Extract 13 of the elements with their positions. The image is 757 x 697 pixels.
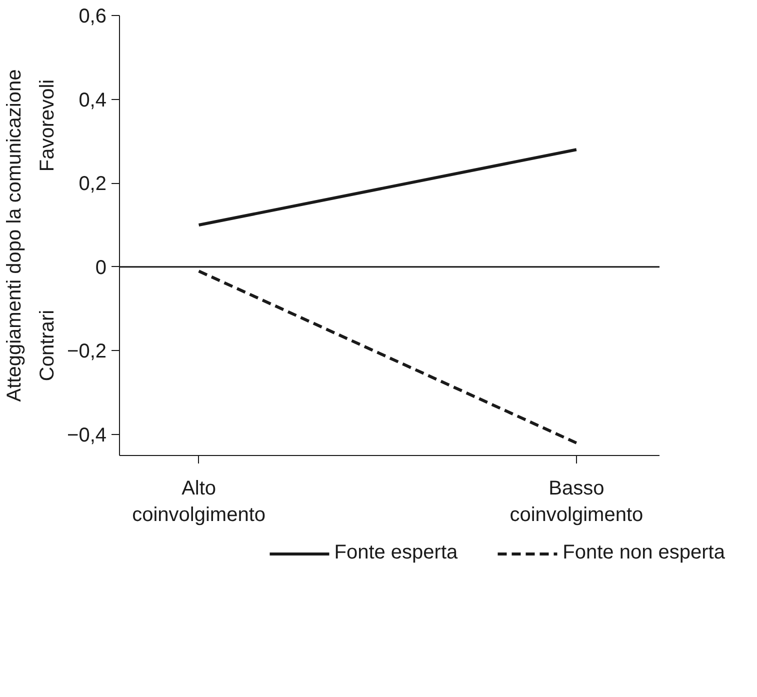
y-axis-title: Atteggiamenti dopo la comunicazione bbox=[4, 69, 26, 402]
y-tick-label: 0,6 bbox=[78, 6, 107, 28]
y-tick-label: −0,2 bbox=[67, 340, 106, 363]
legend-label: Fonte non esperta bbox=[562, 542, 725, 564]
legend-label: Fonte esperta bbox=[334, 542, 458, 564]
y-tick-label: 0 bbox=[95, 256, 106, 279]
text: Favorevoli bbox=[36, 79, 58, 172]
text: Contrari bbox=[36, 310, 58, 382]
y-tick-label: 0,4 bbox=[78, 89, 107, 112]
x-tick-label: Alto coinvolgimento bbox=[132, 478, 266, 526]
x-tick-label: Basso coinvolgimento bbox=[510, 478, 644, 526]
y-tick-label: −0,4 bbox=[67, 424, 106, 447]
y-tick-label: 0,2 bbox=[78, 173, 107, 196]
